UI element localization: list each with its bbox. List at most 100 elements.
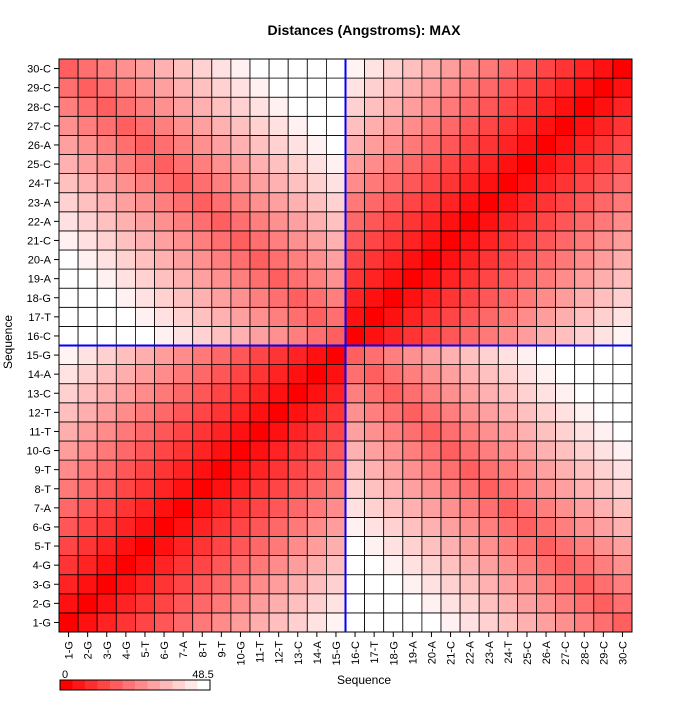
heatmap-cell	[517, 134, 537, 155]
heatmap-cell	[497, 230, 518, 251]
heatmap-cell	[287, 325, 308, 346]
x-tick-label: 26-A	[541, 640, 553, 664]
heatmap-cell	[593, 593, 614, 614]
heatmap-cell	[306, 230, 327, 251]
heatmap-cell	[364, 96, 385, 117]
x-tick-label: 12-T	[274, 641, 286, 664]
y-tick-label: 15-G	[27, 350, 51, 362]
x-tick-label: 27-C	[560, 641, 572, 665]
heatmap-cell	[287, 173, 308, 194]
heatmap-cell	[77, 497, 98, 518]
heatmap-cell	[306, 364, 327, 385]
heatmap-cell	[211, 96, 232, 117]
heatmap-cell	[58, 77, 79, 98]
heatmap-cell	[268, 192, 289, 213]
heatmap-cell	[478, 612, 499, 633]
heatmap-cell	[96, 478, 117, 499]
heatmap-cell	[574, 192, 595, 213]
heatmap-cell	[478, 154, 499, 175]
heatmap-cell	[478, 173, 499, 194]
heatmap-cell	[536, 325, 557, 346]
heatmap-cell	[115, 421, 136, 442]
heatmap-cell	[383, 555, 404, 576]
y-tick-label: 2-G	[33, 598, 51, 610]
heatmap-cell	[134, 58, 155, 79]
color-scale-bar: 0 48.5	[59, 669, 214, 691]
heatmap-cell	[115, 249, 136, 270]
heatmap-cell	[421, 287, 442, 308]
heatmap-cell	[421, 173, 442, 194]
heatmap-cell	[555, 134, 576, 155]
heatmap-cell	[364, 325, 385, 346]
heatmap-cell	[325, 497, 346, 518]
heatmap-cell	[345, 459, 366, 480]
heatmap-cell	[612, 192, 633, 213]
heatmap-cell	[440, 77, 461, 98]
heatmap-cell	[593, 345, 614, 366]
heatmap-cell	[134, 134, 155, 155]
heatmap-cell	[402, 536, 423, 557]
heatmap-cell	[364, 154, 385, 175]
heatmap-cell	[517, 211, 537, 232]
heatmap-cell	[440, 517, 461, 537]
y-tick-label: 23-A	[28, 197, 52, 209]
heatmap-cell	[58, 134, 79, 155]
heatmap-cell	[77, 402, 98, 423]
heatmap-cell	[536, 345, 557, 366]
heatmap-cell	[77, 440, 98, 461]
heatmap-cell	[287, 268, 308, 289]
heatmap-cell	[459, 306, 480, 327]
heatmap-cell	[306, 306, 327, 327]
heatmap-cell	[574, 306, 595, 327]
heatmap-cell	[230, 459, 251, 480]
heatmap-cell	[555, 459, 576, 480]
heatmap-cell	[249, 478, 270, 499]
heatmap-cell	[306, 115, 327, 136]
heatmap-cell	[77, 211, 98, 232]
heatmap-cell	[345, 249, 366, 270]
heatmap-cell	[192, 325, 213, 346]
heatmap-cell	[383, 306, 404, 327]
heatmap-cell	[364, 574, 385, 595]
heatmap-cell	[249, 173, 270, 194]
heatmap-cell	[268, 440, 289, 461]
heatmap-cell	[325, 77, 346, 98]
heatmap-cell	[134, 306, 155, 327]
heatmap-cell	[440, 593, 461, 614]
heatmap-cell	[517, 593, 537, 614]
heatmap-cell	[440, 268, 461, 289]
heatmap-cell	[192, 306, 213, 327]
x-tick-label: 15-G	[331, 641, 343, 665]
heatmap-cell	[306, 154, 327, 175]
heatmap-cell	[364, 306, 385, 327]
heatmap-cell	[134, 459, 155, 480]
heatmap-cell	[440, 173, 461, 194]
heatmap-cell	[287, 58, 308, 79]
heatmap-cell	[593, 421, 614, 442]
heatmap-cell	[173, 306, 194, 327]
heatmap-cell	[402, 555, 423, 576]
heatmap-cell	[154, 154, 175, 175]
heatmap-cell	[96, 402, 117, 423]
heatmap-cell	[421, 115, 442, 136]
heatmap-cell	[58, 192, 79, 213]
heatmap-cell	[478, 593, 499, 614]
heatmap-cell	[536, 536, 557, 557]
heatmap-cell	[555, 211, 576, 232]
heatmap-cell	[192, 402, 213, 423]
heatmap-cell	[325, 517, 346, 537]
heatmap-cell	[536, 230, 557, 251]
heatmap-cell	[173, 96, 194, 117]
heatmap-cell	[402, 77, 423, 98]
heatmap-cell	[383, 440, 404, 461]
heatmap-cell	[115, 612, 136, 633]
heatmap-cell	[58, 154, 79, 175]
x-tick-label: 9-T	[216, 641, 228, 658]
heatmap-cell	[287, 77, 308, 98]
heatmap-cell	[230, 536, 251, 557]
heatmap-cell	[345, 211, 366, 232]
heatmap-cell	[517, 115, 537, 136]
heatmap-cell	[383, 173, 404, 194]
colorbar-swatch	[135, 680, 148, 690]
heatmap-cell	[345, 77, 366, 98]
